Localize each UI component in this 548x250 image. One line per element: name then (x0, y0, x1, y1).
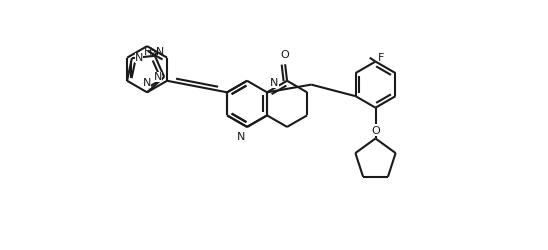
Text: O: O (281, 50, 289, 59)
Text: H₂N: H₂N (144, 48, 165, 58)
Text: O: O (371, 126, 380, 136)
Text: N: N (154, 72, 162, 82)
Text: F: F (378, 53, 384, 63)
Text: N: N (270, 78, 278, 88)
Text: N: N (135, 53, 144, 63)
Text: N: N (143, 78, 151, 88)
Text: N: N (237, 132, 245, 141)
